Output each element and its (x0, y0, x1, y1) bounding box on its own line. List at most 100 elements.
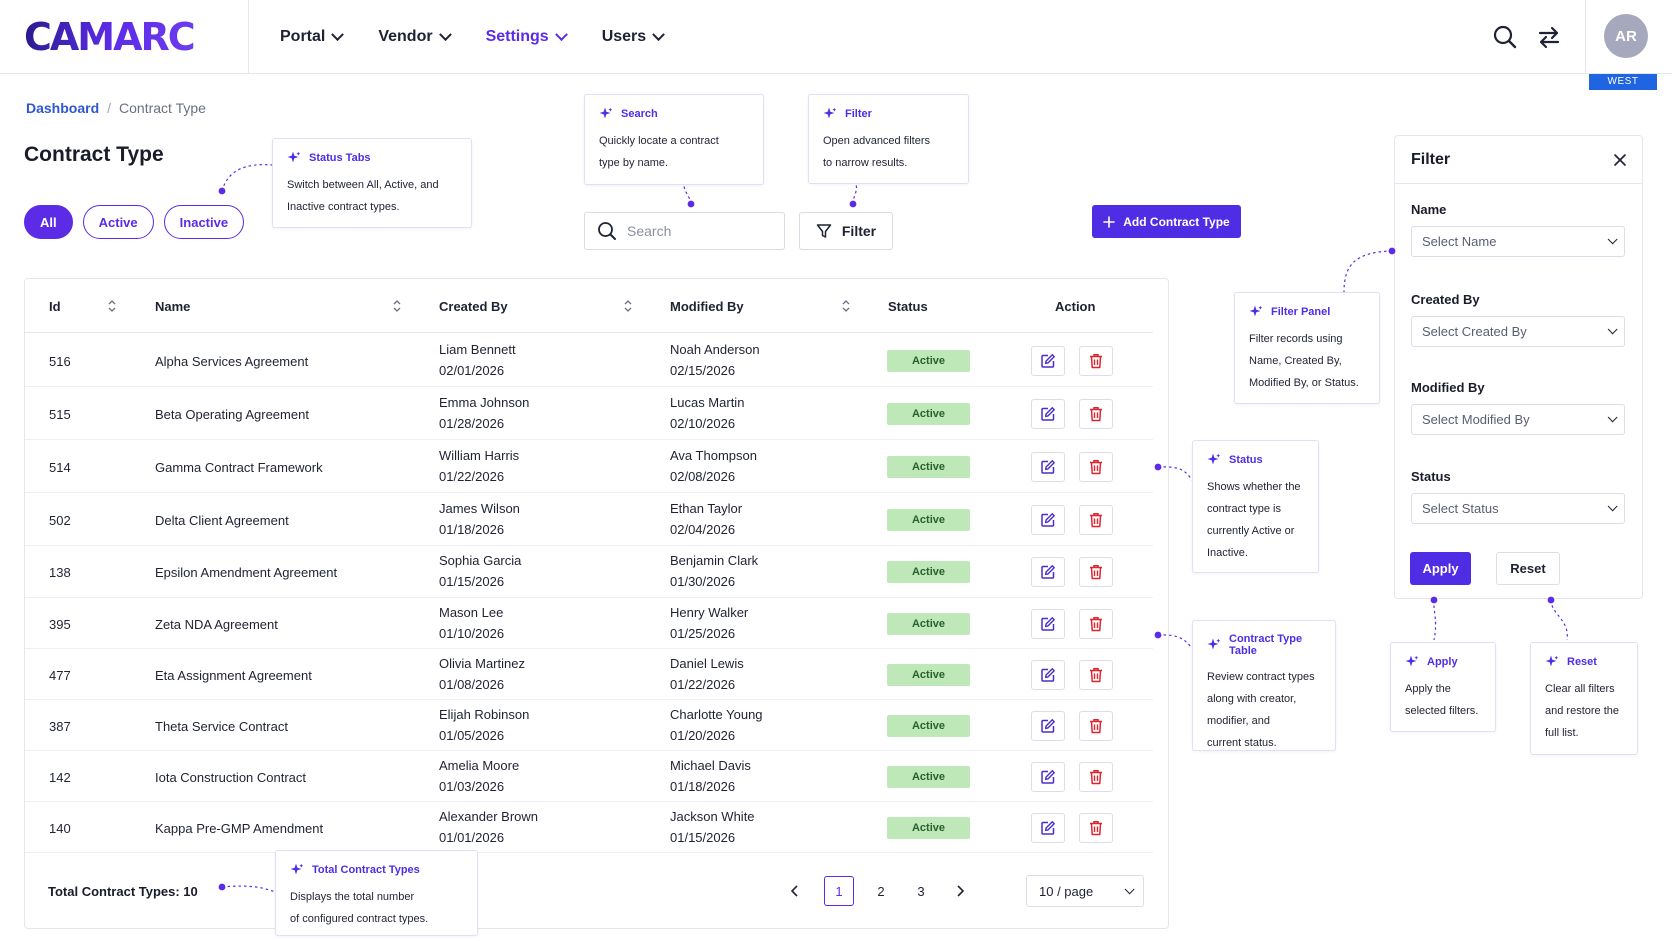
filter-status-placeholder: Select Status (1422, 501, 1499, 516)
page-2[interactable]: 2 (877, 883, 885, 899)
edit-icon (1040, 718, 1056, 734)
delete-button[interactable] (1079, 557, 1113, 587)
chevron-left-icon[interactable] (782, 876, 808, 906)
apply-button[interactable]: Apply (1410, 552, 1471, 585)
callout-status-line: Inactive. (1207, 547, 1248, 559)
filter-name-placeholder: Select Name (1422, 234, 1497, 249)
camarc-logo[interactable]: CAMARC (22, 12, 212, 62)
edit-button[interactable] (1031, 346, 1065, 376)
tab-inactive[interactable]: Inactive (163, 205, 245, 239)
cell-name: Zeta NDA Agreement (155, 617, 278, 632)
edit-icon (1040, 769, 1056, 785)
reset-button[interactable]: Reset (1496, 552, 1560, 585)
cell-modified-by: Charlotte Young (670, 707, 763, 722)
callout-contract-table-line: current status. (1207, 737, 1277, 749)
filter-button[interactable]: Filter (799, 212, 893, 250)
page-1[interactable]: 1 (824, 876, 854, 906)
status-badge: Active (887, 664, 970, 686)
cell-modified-by: Michael Davis (670, 758, 751, 773)
page-3[interactable]: 3 (917, 883, 925, 899)
trash-icon (1089, 459, 1103, 475)
page-title: Contract Type (24, 143, 164, 166)
edit-button[interactable] (1031, 505, 1065, 535)
column-header-modified-by[interactable]: Modified By (670, 299, 744, 314)
cell-name: Kappa Pre-GMP Amendment (155, 821, 324, 836)
cell-created-by: William Harris (439, 448, 520, 463)
cell-id: 387 (49, 719, 71, 734)
delete-button[interactable] (1079, 660, 1113, 690)
edit-button[interactable] (1031, 711, 1065, 741)
cell-created: Sophia Garcia 01/15/2026 (439, 550, 521, 592)
delete-button[interactable] (1079, 399, 1113, 429)
chevron-down-icon (554, 27, 568, 41)
cell-created-by: Sophia Garcia (439, 553, 522, 568)
tab-all[interactable]: All (24, 205, 73, 239)
status-badge: Active (887, 613, 970, 635)
column-header-created-by[interactable]: Created By (439, 299, 508, 314)
filter-modified-by-select[interactable]: Select Modified By (1411, 404, 1625, 435)
callout-filter-panel-line: Name, Created By, (1249, 355, 1342, 367)
delete-button[interactable] (1079, 813, 1113, 843)
delete-button[interactable] (1079, 346, 1113, 376)
tab-active[interactable]: Active (82, 205, 154, 239)
delete-button[interactable] (1079, 609, 1113, 639)
table-header: Id Name Created By Modified By Status Ac… (25, 279, 1153, 333)
delete-button[interactable] (1079, 711, 1113, 741)
sort-icon[interactable] (107, 299, 117, 313)
delete-button[interactable] (1079, 505, 1113, 535)
edit-button[interactable] (1031, 813, 1065, 843)
nav-users[interactable]: Users (602, 27, 666, 46)
edit-button[interactable] (1031, 557, 1065, 587)
callout-status-tabs: Status Tabs Switch between All, Active, … (272, 138, 472, 228)
nav-portal[interactable]: Portal (280, 27, 345, 46)
cell-id: 516 (49, 354, 71, 369)
page-size-value: 10 / page (1039, 883, 1094, 899)
add-contract-type-button[interactable]: Add Contract Type (1092, 205, 1241, 238)
cell-modified-date: 01/25/2026 (670, 626, 736, 641)
filter-created-by-label: Created By (1411, 292, 1480, 307)
column-header-status: Status (888, 299, 928, 314)
chevron-right-icon[interactable] (947, 876, 973, 906)
sort-icon[interactable] (623, 299, 633, 313)
delete-button[interactable] (1079, 452, 1113, 482)
breadcrumb-dashboard-link[interactable]: Dashboard (26, 100, 100, 116)
callout-contract-table-line: modifier, and (1207, 715, 1270, 727)
cell-modified-date: 01/20/2026 (670, 728, 736, 743)
cell-modified-date: 02/15/2026 (670, 363, 736, 378)
cell-modified-date: 01/18/2026 (670, 779, 736, 794)
cell-created: William Harris 01/22/2026 (439, 445, 519, 487)
filter-status-select[interactable]: Select Status (1411, 493, 1625, 524)
edit-icon (1040, 406, 1056, 422)
edit-button[interactable] (1031, 399, 1065, 429)
search-input[interactable] (627, 223, 767, 239)
edit-button[interactable] (1031, 660, 1065, 690)
table-row: 516 Alpha Services Agreement Liam Bennett 0… (25, 334, 1153, 387)
edit-icon (1040, 667, 1056, 683)
chevron-down-icon (652, 27, 666, 41)
filter-created-by-select[interactable]: Select Created By (1411, 316, 1625, 347)
cell-created-by: Olivia Martinez (439, 656, 525, 671)
edit-button[interactable] (1031, 609, 1065, 639)
page-size-select[interactable]: 10 / page (1026, 875, 1144, 907)
nav-vendor[interactable]: Vendor (378, 27, 452, 46)
column-header-name[interactable]: Name (155, 299, 191, 314)
cell-modified: Ava Thompson 02/08/2026 (670, 445, 757, 487)
cell-modified-date: 01/15/2026 (670, 830, 736, 845)
search-icon[interactable] (1490, 22, 1520, 52)
edit-button[interactable] (1031, 762, 1065, 792)
nav-settings[interactable]: Settings (486, 27, 568, 46)
cell-modified-by: Ethan Taylor (670, 501, 743, 516)
swap-icon[interactable] (1534, 22, 1564, 52)
sort-icon[interactable] (841, 299, 851, 313)
edit-button[interactable] (1031, 452, 1065, 482)
user-avatar[interactable]: AR (1604, 14, 1648, 58)
filter-name-select[interactable]: Select Name (1411, 226, 1625, 257)
close-icon[interactable] (1610, 150, 1630, 170)
cell-created: Amelia Moore 01/03/2026 (439, 755, 519, 797)
sort-icon[interactable] (392, 299, 402, 313)
delete-button[interactable] (1079, 762, 1113, 792)
column-header-id[interactable]: Id (49, 299, 61, 314)
cell-modified: Noah Anderson 02/15/2026 (670, 339, 760, 381)
trash-icon (1089, 564, 1103, 580)
main-nav: Portal Vendor Settings Users (280, 0, 699, 74)
